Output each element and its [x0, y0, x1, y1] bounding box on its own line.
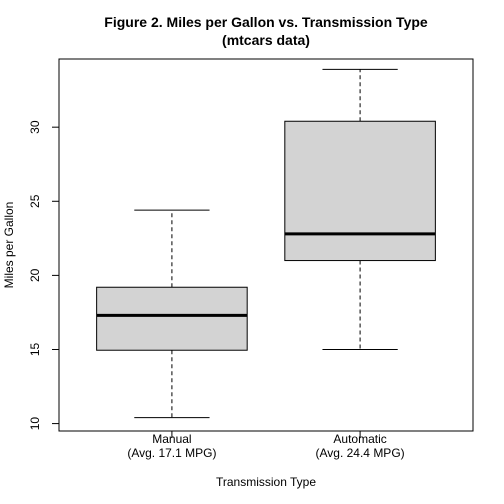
box-2	[284, 68, 436, 350]
box-group	[96, 68, 436, 419]
y-tick-label: 25	[28, 194, 42, 208]
y-axis-label: Miles per Gallon	[2, 202, 16, 289]
x-tick-sublabel: (Avg. 24.4 MPG)	[316, 446, 405, 460]
y-tick-label: 20	[28, 268, 42, 282]
chart-title: Figure 2. Miles per Gallon vs. Transmiss…	[104, 14, 428, 30]
y-axis: 10 15 20 25 30	[28, 120, 60, 431]
box-iqr	[284, 120, 436, 262]
x-axis-label: Transmission Type	[216, 475, 316, 489]
box-1	[96, 209, 248, 419]
y-tick-label: 10	[28, 417, 42, 431]
x-tick-label: Automatic	[333, 432, 386, 446]
y-tick-label: 30	[28, 120, 42, 134]
x-tick-label: Manual	[152, 432, 191, 446]
y-tick-label: 15	[28, 342, 42, 356]
box-iqr	[96, 286, 248, 351]
x-axis: Manual(Avg. 17.1 MPG) Automatic(Avg. 24.4…	[127, 430, 405, 460]
x-tick-sublabel: (Avg. 17.1 MPG)	[127, 446, 216, 460]
chart-subtitle: (mtcars data)	[222, 32, 310, 48]
